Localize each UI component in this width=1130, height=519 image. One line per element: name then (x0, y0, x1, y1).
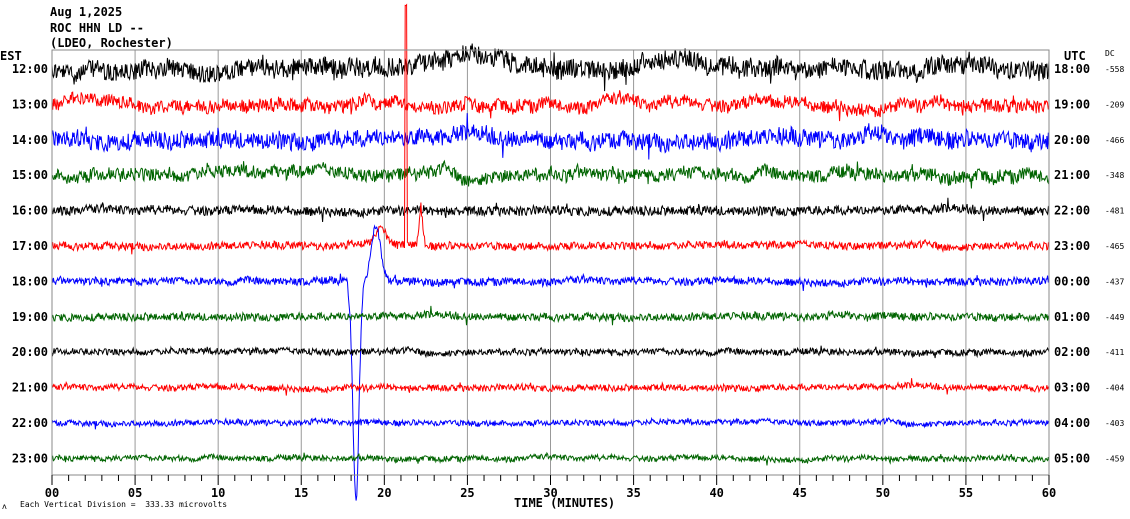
x-tick-label: 00 (45, 486, 59, 500)
trace-1600 (51, 197, 1050, 223)
dc-offset-label: -209 (1105, 100, 1124, 109)
x-tick-label: 40 (709, 486, 723, 500)
trace-1200 (51, 43, 1050, 92)
x-tick-label: 25 (460, 486, 474, 500)
dc-offset-label: -481 (1105, 207, 1124, 216)
grid (134, 50, 967, 475)
title-network: (LDEO, Rochester) (50, 36, 173, 50)
x-tick-label: 45 (793, 486, 807, 500)
est-time-label: 15:00 (12, 168, 48, 182)
utc-time-label: 19:00 (1054, 97, 1090, 111)
est-time-label: 17:00 (12, 239, 48, 253)
utc-time-label: 18:00 (1054, 62, 1090, 76)
utc-time-label: 22:00 (1054, 204, 1090, 218)
trace-2100 (51, 378, 1050, 396)
utc-time-label: 05:00 (1054, 451, 1090, 465)
footer-scale: Each Vertical Division = 333.33 microvol… (20, 500, 227, 509)
dc-offset-label: -411 (1105, 348, 1124, 357)
dc-offset-label: -558 (1105, 65, 1124, 74)
dc-offset-label: -466 (1105, 136, 1124, 145)
trace-1900 (51, 305, 1050, 326)
utc-time-label: 20:00 (1054, 133, 1090, 147)
est-time-label: 22:00 (12, 416, 48, 430)
est-time-label: 13:00 (12, 97, 48, 111)
trace-2300 (51, 451, 1050, 466)
x-tick-label: 50 (876, 486, 890, 500)
dc-offset-label: -449 (1105, 313, 1124, 322)
title-station: ROC HHN LD -- (50, 21, 144, 35)
est-time-label: 23:00 (12, 451, 48, 465)
utc-label: UTC (1064, 49, 1086, 63)
utc-time-label: 00:00 (1054, 274, 1090, 288)
title-date: Aug 1,2025 (50, 5, 122, 19)
dc-offset-label: -465 (1105, 242, 1124, 251)
utc-time-label: 03:00 (1054, 381, 1090, 395)
est-time-label: 14:00 (12, 133, 48, 147)
traces (51, 3, 1050, 501)
est-time-label: 19:00 (12, 310, 48, 324)
x-tick-label: 20 (377, 486, 391, 500)
dc-offset-label: -437 (1105, 277, 1124, 286)
utc-time-label: 23:00 (1054, 239, 1090, 253)
trace-2000 (51, 345, 1050, 359)
dc-offset-label: -348 (1105, 171, 1124, 180)
x-tick-label: 05 (128, 486, 142, 500)
dc-offset-label: -404 (1105, 384, 1124, 393)
x-tick-label: 35 (626, 486, 640, 500)
trace-1400 (51, 113, 1050, 160)
x-tick-label: 55 (959, 486, 973, 500)
est-time-label: 12:00 (12, 62, 48, 76)
x-axis-title: TIME (MINUTES) (514, 496, 615, 510)
est-time-label: 20:00 (12, 345, 48, 359)
dc-offset-label: -459 (1105, 454, 1124, 463)
dc-offset-label: -403 (1105, 419, 1124, 428)
utc-time-label: 02:00 (1054, 345, 1090, 359)
est-time-label: 18:00 (12, 274, 48, 288)
trace-2200 (51, 416, 1050, 430)
x-tick-label: 30 (543, 486, 557, 500)
est-time-label: 16:00 (12, 204, 48, 218)
footer-mark: ʌ (2, 502, 7, 511)
trace-1700 (51, 3, 1050, 255)
trace-1800 (51, 224, 1050, 501)
utc-time-label: 01:00 (1054, 310, 1090, 324)
est-label: EST (0, 49, 22, 63)
trace-1500 (51, 159, 1050, 189)
row-labels: 12:00 18:00 -558 13:00 19:00 -209 14:00 20:00 -4… (12, 62, 1125, 465)
x-tick-label: 10 (211, 486, 225, 500)
utc-time-label: 21:00 (1054, 168, 1090, 182)
utc-time-label: 04:00 (1054, 416, 1090, 430)
x-axis: 00 05 10 15 20 25 30 35 40 45 50 55 60 (45, 475, 1056, 500)
x-tick-label: 60 (1042, 486, 1056, 500)
dc-label: DC (1105, 49, 1115, 58)
est-time-label: 21:00 (12, 381, 48, 395)
trace-1300 (51, 90, 1050, 122)
x-tick-label: 15 (294, 486, 308, 500)
